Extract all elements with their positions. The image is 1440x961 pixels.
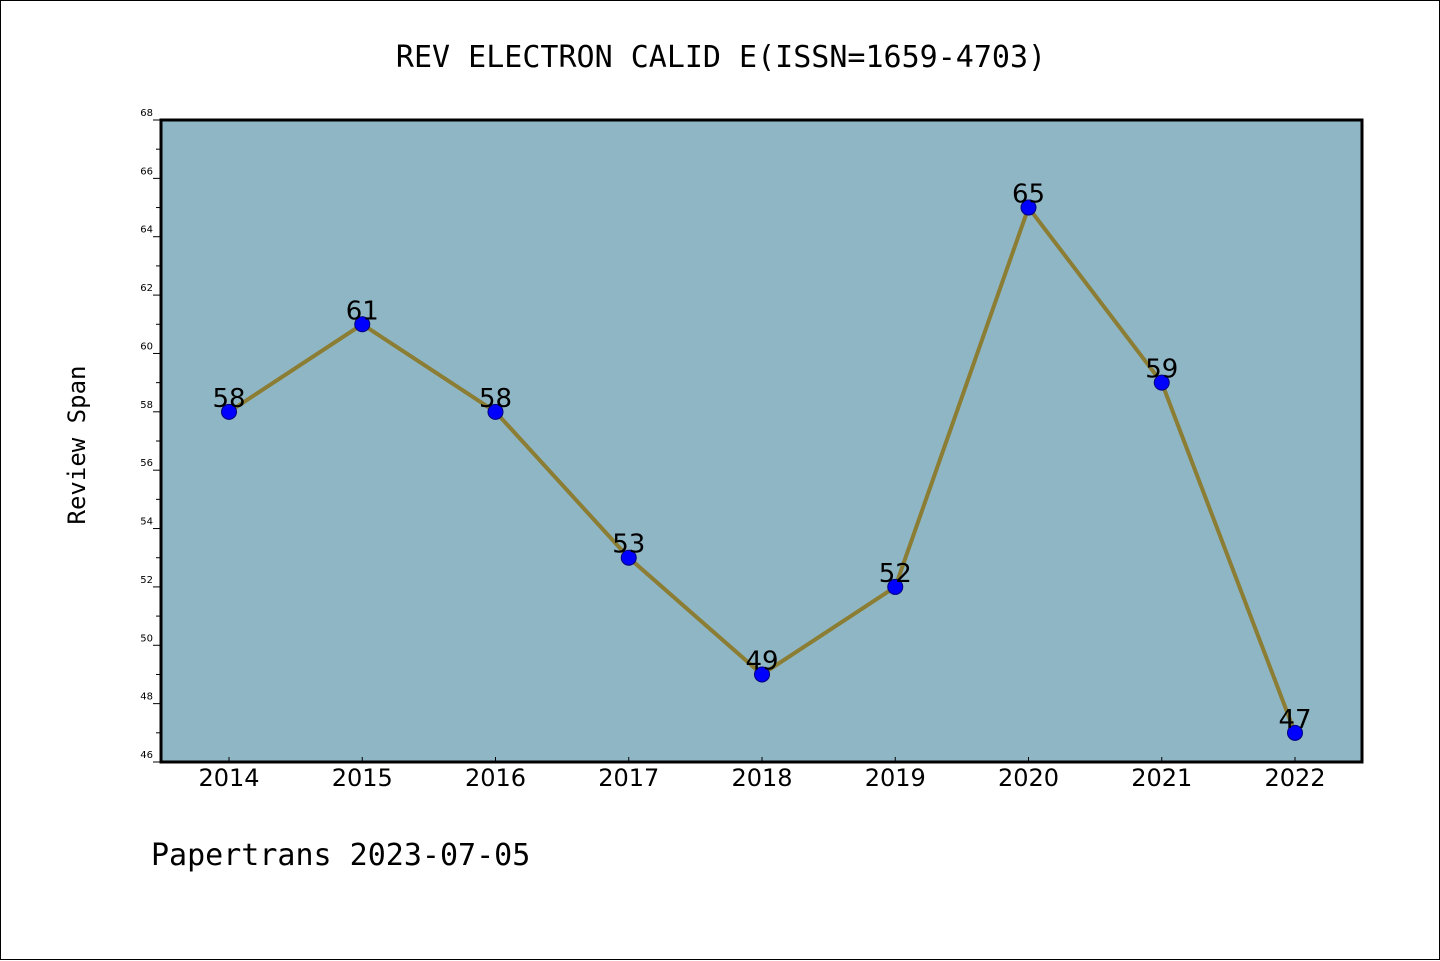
y-tick-label: 46	[140, 750, 153, 761]
data-point	[887, 578, 904, 595]
y-tick-label: 66	[140, 166, 153, 177]
y-axis-label: Review Span	[63, 366, 91, 525]
y-tick-label: 54	[140, 517, 153, 528]
x-axis: 2014 2015 2016 2017 2018 2019 2020 2021 2022	[198, 757, 1326, 792]
x-tick-label: 2017	[598, 764, 659, 792]
y-tick-label: 56	[140, 458, 153, 469]
y-tick-label: 64	[140, 225, 153, 236]
x-tick-label: 2022	[1264, 764, 1325, 792]
data-point	[221, 403, 237, 420]
data-label: 47	[1278, 705, 1311, 735]
data-label: 49	[745, 646, 778, 676]
data-label: 59	[1145, 355, 1178, 385]
data-label: 65	[1012, 180, 1045, 210]
y-tick-label: 50	[140, 633, 153, 644]
x-tick-label: 2018	[731, 764, 792, 792]
footer-credit: Papertrans 2023-07-05	[151, 838, 530, 873]
y-tick-label: 60	[140, 341, 153, 352]
data-label: 58	[479, 384, 512, 414]
x-tick-label: 2019	[865, 764, 926, 792]
chart-title: REV ELECTRON CALID E(ISSN=1659-4703)	[396, 40, 1046, 75]
plot-area	[159, 118, 1364, 764]
data-point	[754, 666, 770, 683]
data-point	[620, 549, 637, 566]
y-tick-label: 68	[140, 108, 153, 119]
y-tick-label: 62	[140, 283, 153, 294]
y-tick-label: 48	[140, 692, 153, 703]
data-point	[487, 403, 504, 420]
y-tick-label: 52	[140, 575, 153, 586]
y-tick-label: 58	[140, 400, 153, 411]
series-line-group: 58 61 58 53 49 52 65 59 47	[212, 180, 1312, 741]
x-tick-label: 2016	[465, 764, 526, 792]
data-label: 52	[879, 559, 912, 589]
x-tick-label: 2015	[332, 764, 393, 792]
data-point	[1287, 724, 1303, 741]
data-point	[354, 316, 371, 333]
x-tick-label: 2014	[198, 764, 259, 792]
data-label: 58	[212, 384, 245, 414]
y-axis: 46 48 50 52 54 56 58 60 62 64 66 68	[140, 108, 161, 763]
data-label: 53	[612, 530, 645, 560]
x-tick-label: 2021	[1131, 764, 1192, 792]
x-tick-label: 2020	[998, 764, 1059, 792]
data-point	[1020, 199, 1037, 216]
data-point	[1153, 374, 1170, 391]
data-label: 61	[346, 296, 379, 326]
